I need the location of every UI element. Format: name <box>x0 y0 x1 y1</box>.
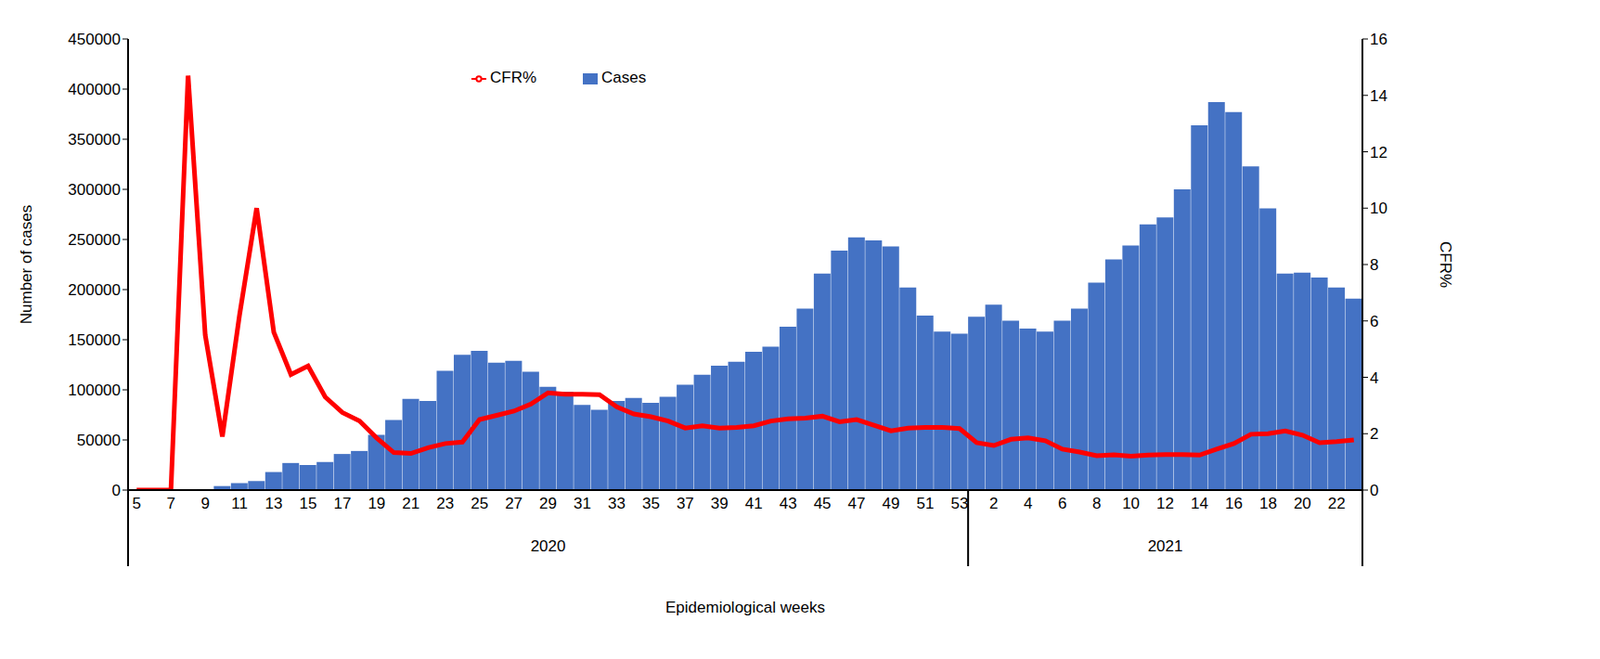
svg-text:200000: 200000 <box>67 281 121 299</box>
svg-text:14: 14 <box>1190 494 1209 513</box>
svg-text:15: 15 <box>298 494 317 513</box>
svg-text:9: 9 <box>200 494 209 513</box>
svg-text:20: 20 <box>1293 494 1312 513</box>
svg-text:27: 27 <box>504 494 523 513</box>
svg-text:10: 10 <box>1369 199 1388 218</box>
svg-text:2: 2 <box>1369 425 1379 443</box>
svg-text:29: 29 <box>539 494 557 513</box>
svg-text:400000: 400000 <box>67 80 121 99</box>
svg-text:0: 0 <box>112 481 121 500</box>
svg-text:33: 33 <box>607 494 626 513</box>
svg-text:17: 17 <box>333 494 351 513</box>
svg-text:39: 39 <box>710 494 729 513</box>
svg-text:41: 41 <box>745 494 763 513</box>
svg-text:13: 13 <box>265 494 284 513</box>
svg-text:300000: 300000 <box>67 180 121 199</box>
svg-text:51: 51 <box>916 494 934 513</box>
svg-text:11: 11 <box>231 494 248 513</box>
svg-text:45: 45 <box>813 494 832 513</box>
svg-text:31: 31 <box>573 494 592 513</box>
svg-text:53: 53 <box>950 494 968 513</box>
svg-text:2020: 2020 <box>530 537 567 555</box>
svg-text:0: 0 <box>1369 481 1379 500</box>
svg-text:21: 21 <box>401 494 420 513</box>
svg-text:16: 16 <box>1369 30 1388 49</box>
svg-text:7: 7 <box>166 494 175 513</box>
svg-text:37: 37 <box>676 494 695 513</box>
svg-text:2: 2 <box>989 494 998 513</box>
svg-text:19: 19 <box>367 494 386 513</box>
svg-text:43: 43 <box>779 494 798 513</box>
svg-text:2021: 2021 <box>1148 537 1184 555</box>
html-text:CFR%: CFR% <box>490 68 537 87</box>
svg-text:Number of cases: Number of cases <box>17 205 36 325</box>
svg-text:18: 18 <box>1259 494 1278 513</box>
html-text:Cases: Cases <box>601 68 647 87</box>
svg-text:49: 49 <box>882 494 901 513</box>
svg-text:50000: 50000 <box>77 431 121 450</box>
svg-text:23: 23 <box>436 494 454 513</box>
svg-text:250000: 250000 <box>67 231 121 249</box>
svg-text:8: 8 <box>1092 494 1101 513</box>
svg-text:22: 22 <box>1328 494 1346 513</box>
svg-text:12: 12 <box>1156 494 1175 513</box>
svg-text:CFR%: CFR% <box>1436 241 1455 288</box>
svg-text:100000: 100000 <box>67 381 121 400</box>
svg-text:6: 6 <box>1369 312 1379 331</box>
svg-text:5: 5 <box>132 494 142 513</box>
svg-text:4: 4 <box>1369 369 1379 388</box>
svg-text:350000: 350000 <box>67 130 121 149</box>
svg-text:25: 25 <box>470 494 489 513</box>
svg-text:35: 35 <box>642 494 660 513</box>
svg-text:12: 12 <box>1369 143 1388 162</box>
svg-text:4: 4 <box>1023 494 1033 513</box>
svg-text:14: 14 <box>1369 87 1388 105</box>
svg-text:450000: 450000 <box>67 30 121 49</box>
svg-text:Epidemiological weeks: Epidemiological weeks <box>665 598 826 617</box>
svg-text:47: 47 <box>848 494 866 513</box>
svg-text:10: 10 <box>1122 494 1140 513</box>
svg-text:6: 6 <box>1058 494 1067 513</box>
svg-text:16: 16 <box>1225 494 1243 513</box>
svg-text:150000: 150000 <box>67 331 121 349</box>
svg-text:8: 8 <box>1369 256 1379 274</box>
